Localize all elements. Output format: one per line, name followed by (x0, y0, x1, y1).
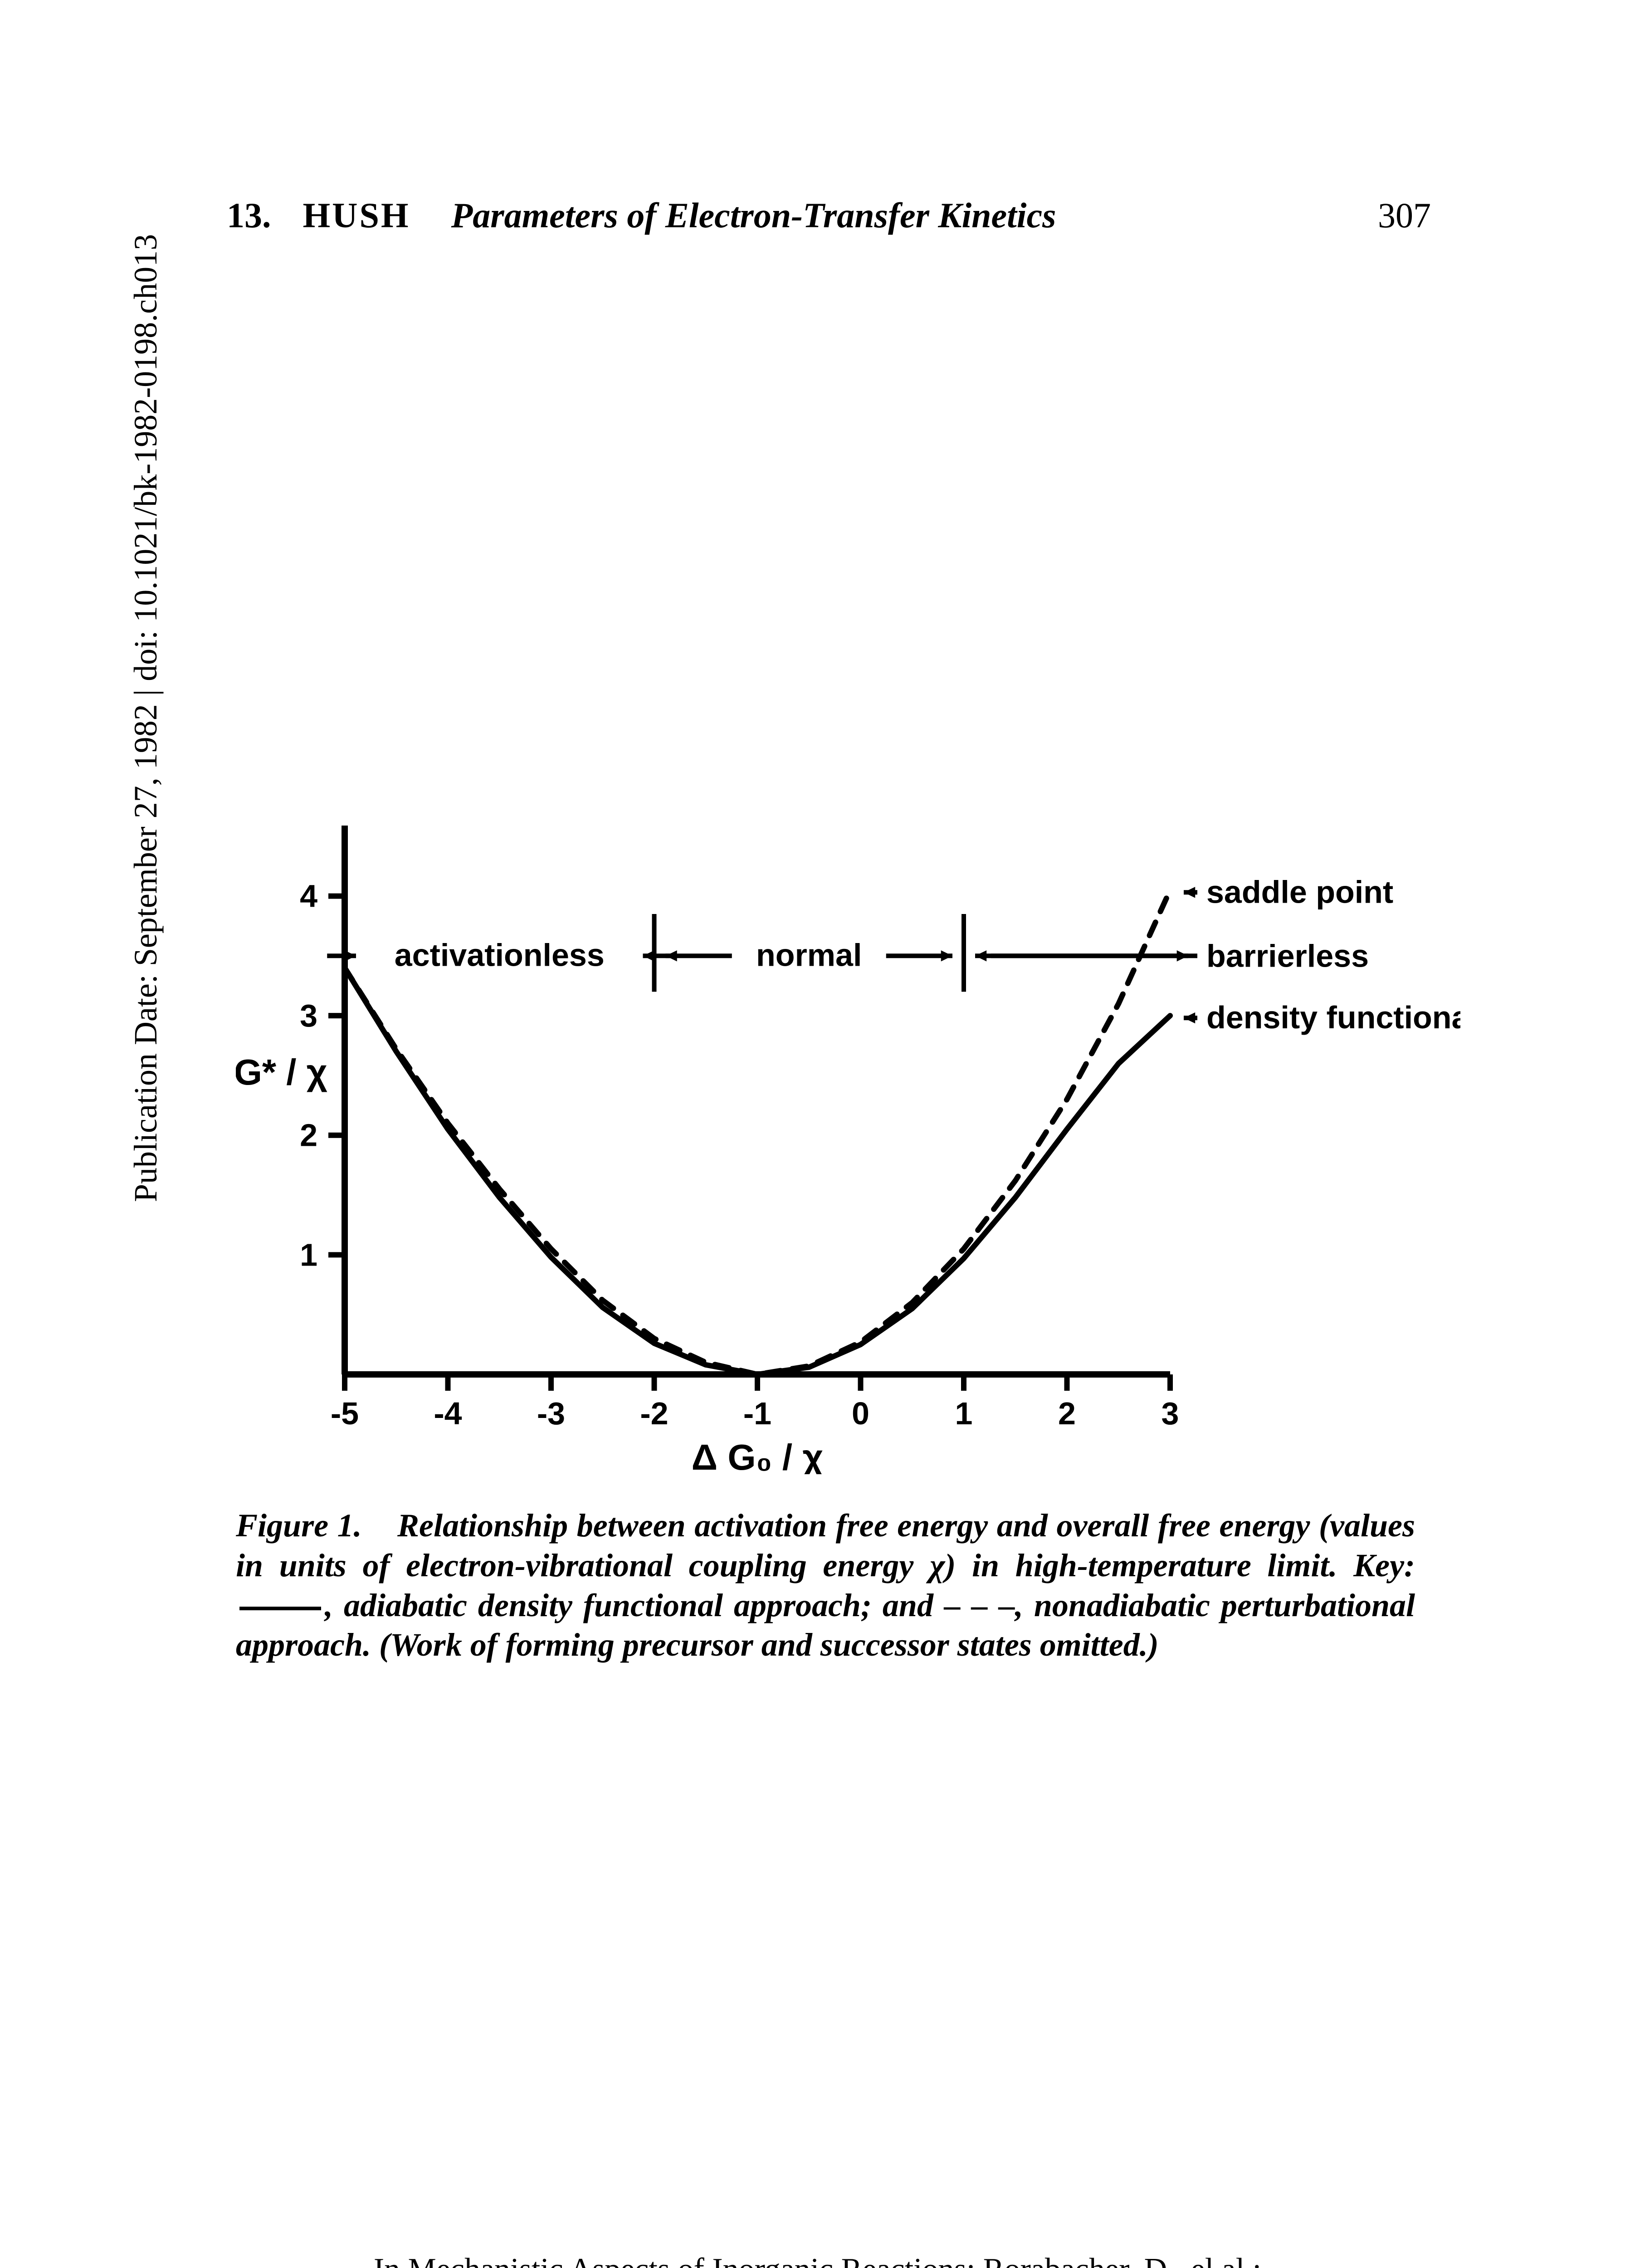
figure-svg: 1 2 3 4 -5 -4 -3 -2 -1 0 1 2 3 ΔG* / χ Δ G₀ / χ activat… (236, 794, 1460, 1474)
svg-text:normal: normal (756, 937, 862, 973)
chapter-number: 13. (227, 195, 271, 236)
page-footer: In Mechanistic Aspects of Inorganic Reac… (0, 2249, 1635, 2268)
footer-line-1: In Mechanistic Aspects of Inorganic Reac… (0, 2249, 1635, 2268)
page: 13. HUSH Parameters of Electron-Transfer… (0, 0, 1635, 2268)
svg-text:2: 2 (1058, 1396, 1076, 1431)
svg-text:3: 3 (1162, 1396, 1179, 1431)
svg-text:activationless: activationless (395, 937, 605, 973)
svg-text:2: 2 (300, 1118, 317, 1153)
svg-text:-3: -3 (537, 1396, 565, 1431)
running-header: 13. HUSH Parameters of Electron-Transfer… (227, 195, 1431, 236)
svg-text:3: 3 (300, 998, 317, 1033)
svg-text:-2: -2 (640, 1396, 668, 1431)
svg-text:0: 0 (852, 1396, 869, 1431)
svg-text:1: 1 (300, 1237, 317, 1272)
svg-text:1: 1 (955, 1396, 973, 1431)
solid-key-icon (239, 1607, 321, 1610)
caption-text-after-key: , adiabatic density functional approach;… (236, 1587, 1415, 1663)
svg-text:4: 4 (300, 878, 317, 914)
svg-text:barrierless: barrierless (1206, 938, 1369, 973)
side-citation: Publication Date: September 27, 1982 | d… (127, 234, 165, 1202)
svg-text:-5: -5 (331, 1396, 359, 1431)
header-title: Parameters of Electron-Transfer Kinetics (451, 195, 1378, 236)
svg-text:-1: -1 (743, 1396, 771, 1431)
svg-text:density functional: density functional (1206, 1000, 1460, 1035)
caption-fig-label: Figure 1. (236, 1507, 362, 1544)
figure-1: 1 2 3 4 -5 -4 -3 -2 -1 0 1 2 3 ΔG* / χ Δ G₀ / χ activat… (236, 794, 1460, 1476)
svg-text:Δ G₀ / χ: Δ G₀ / χ (692, 1437, 824, 1474)
svg-text:-4: -4 (434, 1396, 462, 1431)
page-number: 307 (1378, 195, 1431, 236)
caption-text-before-key: Relationship between activation free ene… (236, 1507, 1415, 1584)
svg-text:saddle point: saddle point (1206, 874, 1393, 909)
header-author: HUSH (303, 195, 410, 236)
figure-caption: Figure 1. Relationship between activatio… (236, 1506, 1415, 1665)
svg-text:ΔG* / χ: ΔG* / χ (236, 1052, 327, 1092)
